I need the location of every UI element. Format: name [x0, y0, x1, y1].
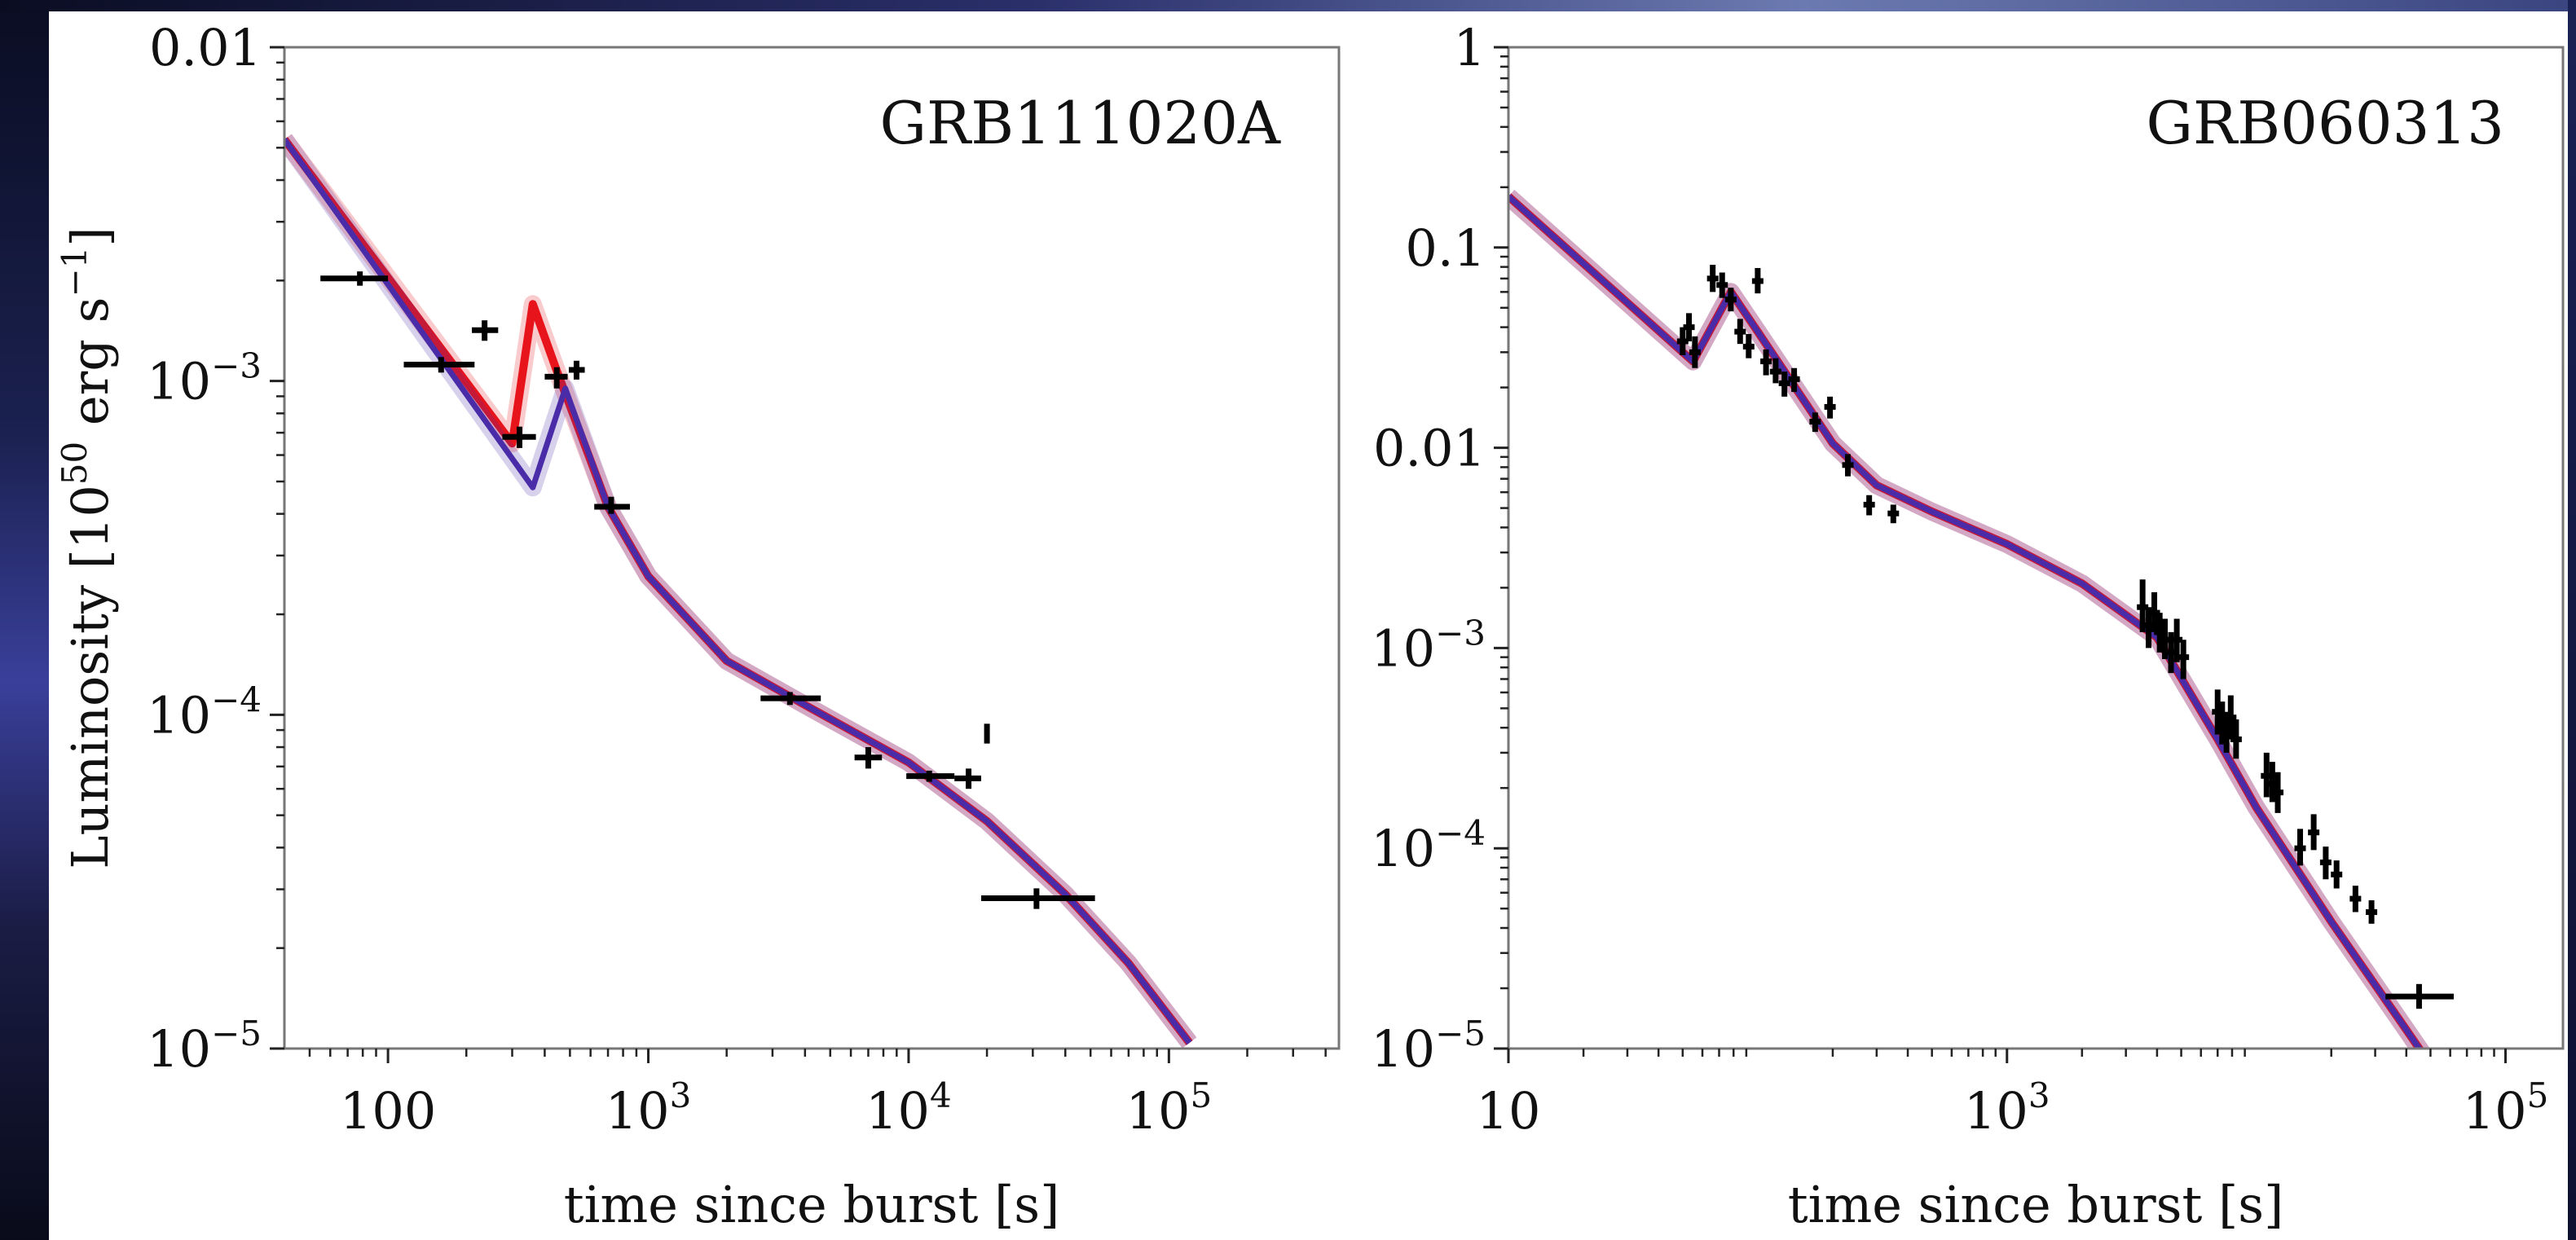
y-tick-label: 0.1	[1405, 218, 1486, 278]
data-point	[403, 357, 475, 373]
data-point	[2331, 860, 2343, 889]
data-point	[568, 360, 585, 380]
model-curve	[1508, 194, 2423, 1049]
data-points	[320, 271, 1095, 909]
x-tick-label: 100	[340, 1081, 436, 1141]
data-point	[1788, 367, 1800, 393]
model-curve-glow	[1508, 189, 2430, 1049]
model-curve	[284, 137, 1192, 1045]
data-point	[1863, 495, 1875, 516]
model-curve-glow	[284, 134, 1197, 1049]
y-tick-label: 10−4	[147, 679, 262, 745]
panel-title: GRB060313	[2147, 89, 2505, 157]
model-curve	[1508, 193, 2424, 1049]
y-tick-label: 10−5	[1371, 1014, 1486, 1079]
background-strip-left	[0, 0, 49, 1240]
panel-title: GRB111020A	[880, 89, 1281, 157]
y-tick-label: 0.01	[1373, 419, 1486, 478]
model-curve-glow	[1508, 189, 2430, 1049]
data-point	[2294, 829, 2306, 866]
data-point	[2272, 772, 2284, 813]
background-strip-top	[0, 0, 2576, 11]
data-point	[760, 692, 821, 706]
plot-frame	[283, 46, 1341, 1050]
data-point	[1842, 454, 1854, 477]
x-tick-label: 103	[1964, 1075, 2050, 1141]
x-tick-label: 10	[1477, 1081, 1541, 1141]
data-point	[1706, 264, 1719, 292]
y-axis-label: Luminosity [1050 erg s−1]	[55, 226, 120, 868]
x-axis-label: time since burst [s]	[1788, 1175, 2284, 1234]
data-point	[1778, 372, 1790, 397]
x-tick-label: 103	[605, 1075, 692, 1141]
data-point	[1760, 349, 1772, 376]
data-point	[2385, 983, 2455, 1009]
data-point	[1751, 267, 1764, 294]
y-tick-label: 10−3	[147, 346, 262, 411]
plot-frame	[1507, 46, 2565, 1050]
model-curve	[284, 137, 1193, 1046]
data-point	[2225, 695, 2237, 740]
data-point	[320, 271, 389, 286]
data-point	[1809, 412, 1821, 433]
data-point	[544, 367, 568, 389]
data-point	[980, 888, 1095, 909]
data-point	[1724, 288, 1737, 312]
x-axis-label: time since burst [s]	[564, 1175, 1060, 1234]
data-point	[594, 496, 630, 514]
data-point	[2349, 886, 2362, 912]
data-points	[1676, 264, 2455, 1009]
data-point	[1824, 396, 1836, 419]
x-tick-label: 105	[1126, 1075, 1213, 1141]
data-point	[954, 768, 981, 789]
background-strip-right	[2568, 0, 2576, 1240]
x-tick-label: 104	[865, 1075, 952, 1141]
data-point	[1769, 358, 1781, 384]
data-point	[2230, 719, 2242, 759]
data-point	[984, 723, 990, 744]
data-point	[2366, 900, 2378, 924]
model-curves	[284, 134, 1197, 1049]
data-point	[1742, 333, 1755, 358]
data-point	[472, 320, 499, 341]
y-tick-label: 10−5	[147, 1014, 262, 1079]
data-point	[2308, 814, 2320, 851]
data-point	[1734, 319, 1746, 345]
data-point	[1683, 313, 1695, 341]
model-curve-glow	[284, 134, 1197, 1049]
data-point	[1716, 272, 1728, 298]
data-point	[906, 770, 955, 782]
panel-grb060313: 10 103 105 1 0.1 0.01 10−3 10−4 10−5 GRB060313 t…	[1371, 18, 2565, 1234]
data-point	[1887, 504, 1900, 524]
y-tick-label: 10−3	[1371, 613, 1486, 678]
model-curves	[1508, 189, 2430, 1049]
axis-ticks: 10 103 105 1 0.1 0.01 10−3 10−4 10−5	[1371, 18, 2548, 1141]
y-tick-label: 1	[1454, 18, 1486, 77]
y-tick-label: 10−4	[1371, 813, 1486, 878]
x-tick-label: 105	[2463, 1075, 2549, 1141]
data-point	[502, 426, 536, 448]
data-point	[2177, 640, 2190, 679]
y-tick-label: 0.01	[149, 18, 262, 77]
data-point	[2319, 846, 2332, 880]
data-point	[1689, 336, 1701, 368]
data-point	[854, 747, 883, 769]
